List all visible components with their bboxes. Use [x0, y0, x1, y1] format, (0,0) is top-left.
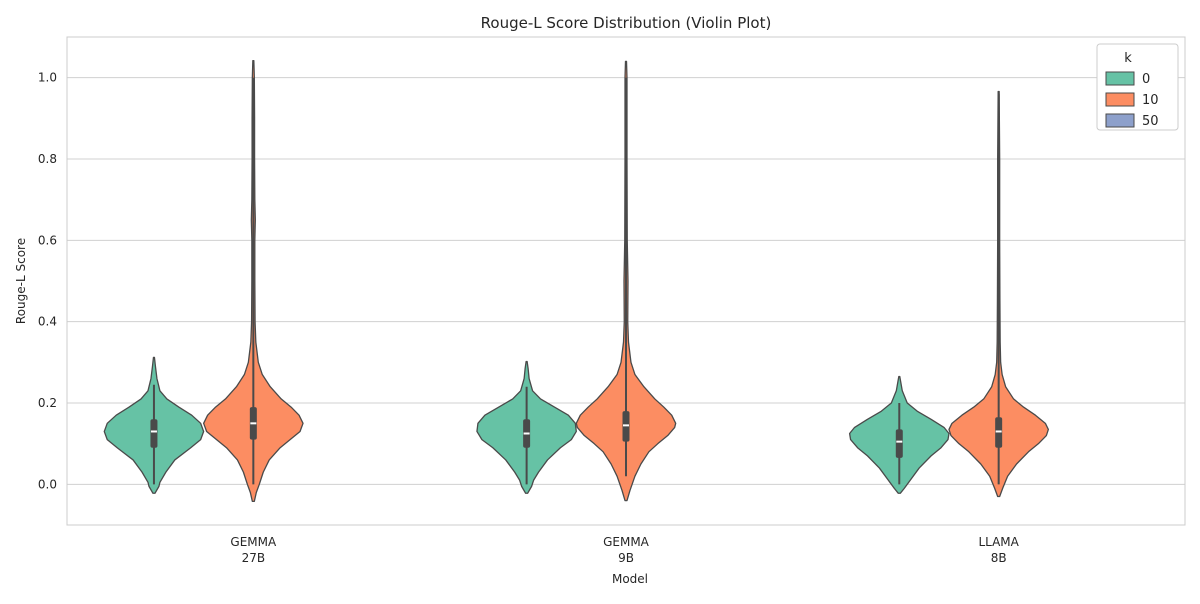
violin-iqr-box [622, 411, 630, 442]
x-tick-label: GEMMA [603, 535, 650, 549]
legend-label: 50 [1142, 114, 1159, 129]
y-tick-label: 0.6 [38, 233, 57, 247]
x-tick-label: 27B [242, 551, 266, 565]
y-tick-label: 1.0 [38, 71, 57, 85]
legend-swatch [1105, 113, 1135, 128]
violin-layer [103, 59, 1050, 503]
x-axis-label: Model [612, 572, 648, 586]
violin-group [103, 356, 205, 494]
violin-group [948, 90, 1050, 498]
x-tick-label: GEMMA [230, 535, 277, 549]
legend-label: 10 [1142, 93, 1159, 108]
y-tick-label: 0.0 [38, 477, 57, 491]
legend-box [1096, 43, 1179, 131]
violin-iqr-box [995, 417, 1003, 448]
y-tick-label: 0.2 [38, 396, 57, 410]
violin-group [575, 60, 677, 502]
x-tick-label: LLAMA [978, 535, 1019, 549]
legend-entries: 0 10 50 [1105, 71, 1159, 129]
x-tick-label: 9B [618, 551, 634, 565]
chart-title: Rouge-L Score Distribution (Violin Plot) [481, 14, 772, 32]
x-tick-label: 8B [991, 551, 1007, 565]
legend-label: 0 [1142, 72, 1150, 87]
y-tick-label: 0.8 [38, 152, 57, 166]
y-tick-label: 0.4 [38, 315, 57, 329]
legend-swatch [1105, 92, 1135, 107]
y-tick-labels: 0.0 0.2 0.4 0.6 0.8 1.0 [38, 71, 57, 492]
violin-group [848, 375, 950, 494]
x-tick-labels: GEMMA 27B GEMMA 9B LLAMA 8B [230, 535, 1019, 565]
plot-frame [66, 36, 1186, 526]
violin-group [202, 59, 304, 503]
y-axis-label: Rouge-L Score [14, 238, 28, 324]
legend: k 0 10 50 [1096, 43, 1179, 131]
violin-group [476, 360, 577, 494]
legend-swatch [1105, 71, 1135, 86]
legend-title: k [1124, 51, 1132, 66]
violin-iqr-box [895, 429, 903, 458]
violin-iqr-box [150, 419, 158, 448]
